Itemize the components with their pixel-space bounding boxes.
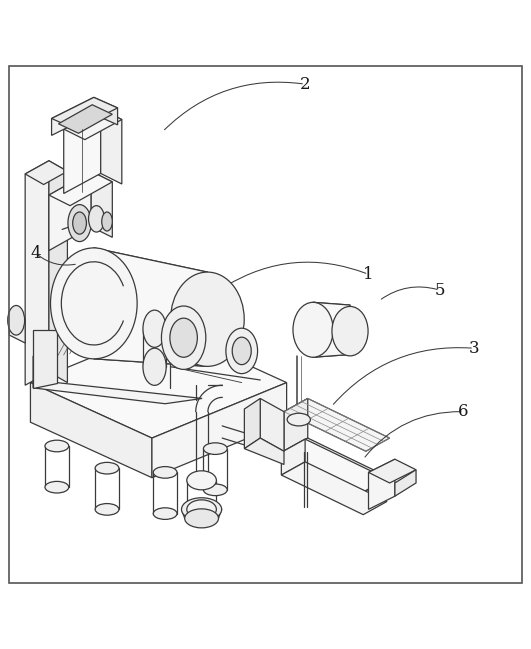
- Polygon shape: [395, 470, 416, 496]
- Polygon shape: [281, 462, 387, 515]
- Text: 6: 6: [458, 403, 469, 420]
- Polygon shape: [94, 248, 208, 367]
- Polygon shape: [33, 383, 202, 404]
- Polygon shape: [49, 171, 113, 206]
- Polygon shape: [52, 97, 94, 136]
- Ellipse shape: [185, 509, 218, 528]
- Ellipse shape: [153, 508, 177, 519]
- Ellipse shape: [45, 440, 68, 452]
- Polygon shape: [49, 161, 67, 383]
- Polygon shape: [52, 97, 117, 129]
- Ellipse shape: [232, 337, 251, 365]
- Polygon shape: [281, 439, 305, 475]
- Ellipse shape: [332, 306, 368, 356]
- Polygon shape: [25, 161, 67, 184]
- Ellipse shape: [161, 306, 206, 369]
- Ellipse shape: [203, 443, 227, 454]
- Text: 2: 2: [300, 76, 311, 93]
- Text: 5: 5: [434, 282, 445, 299]
- Polygon shape: [10, 312, 25, 343]
- Polygon shape: [244, 438, 284, 465]
- Polygon shape: [58, 104, 113, 133]
- Polygon shape: [369, 459, 416, 483]
- Text: 3: 3: [469, 340, 479, 357]
- Polygon shape: [64, 109, 101, 193]
- Ellipse shape: [50, 248, 137, 359]
- Text: 1: 1: [363, 266, 374, 283]
- Ellipse shape: [153, 467, 177, 478]
- Polygon shape: [33, 330, 57, 388]
- Ellipse shape: [226, 328, 258, 374]
- Ellipse shape: [143, 348, 166, 386]
- Ellipse shape: [95, 462, 119, 474]
- Polygon shape: [33, 351, 57, 388]
- Polygon shape: [152, 383, 287, 478]
- Ellipse shape: [293, 302, 333, 357]
- Polygon shape: [49, 171, 91, 251]
- Text: 4: 4: [30, 245, 41, 262]
- Ellipse shape: [170, 272, 244, 367]
- Polygon shape: [91, 171, 113, 238]
- Polygon shape: [369, 459, 395, 509]
- Polygon shape: [64, 109, 122, 140]
- Ellipse shape: [187, 500, 216, 519]
- Ellipse shape: [182, 498, 221, 521]
- Ellipse shape: [68, 204, 91, 241]
- Polygon shape: [284, 398, 390, 451]
- Polygon shape: [244, 398, 260, 448]
- Polygon shape: [94, 97, 117, 125]
- Polygon shape: [30, 327, 287, 438]
- Polygon shape: [284, 438, 390, 491]
- Polygon shape: [101, 109, 122, 184]
- Polygon shape: [281, 439, 387, 492]
- Polygon shape: [30, 383, 152, 478]
- Ellipse shape: [89, 206, 105, 232]
- Ellipse shape: [187, 471, 216, 490]
- Ellipse shape: [95, 504, 119, 515]
- Polygon shape: [284, 398, 308, 451]
- Ellipse shape: [45, 482, 68, 493]
- Ellipse shape: [8, 306, 24, 335]
- Ellipse shape: [203, 484, 227, 496]
- Ellipse shape: [73, 212, 87, 234]
- Polygon shape: [313, 302, 350, 357]
- Polygon shape: [25, 161, 49, 386]
- Ellipse shape: [143, 310, 166, 347]
- Ellipse shape: [170, 318, 198, 357]
- Polygon shape: [260, 398, 284, 451]
- Ellipse shape: [287, 413, 311, 426]
- Ellipse shape: [102, 212, 113, 231]
